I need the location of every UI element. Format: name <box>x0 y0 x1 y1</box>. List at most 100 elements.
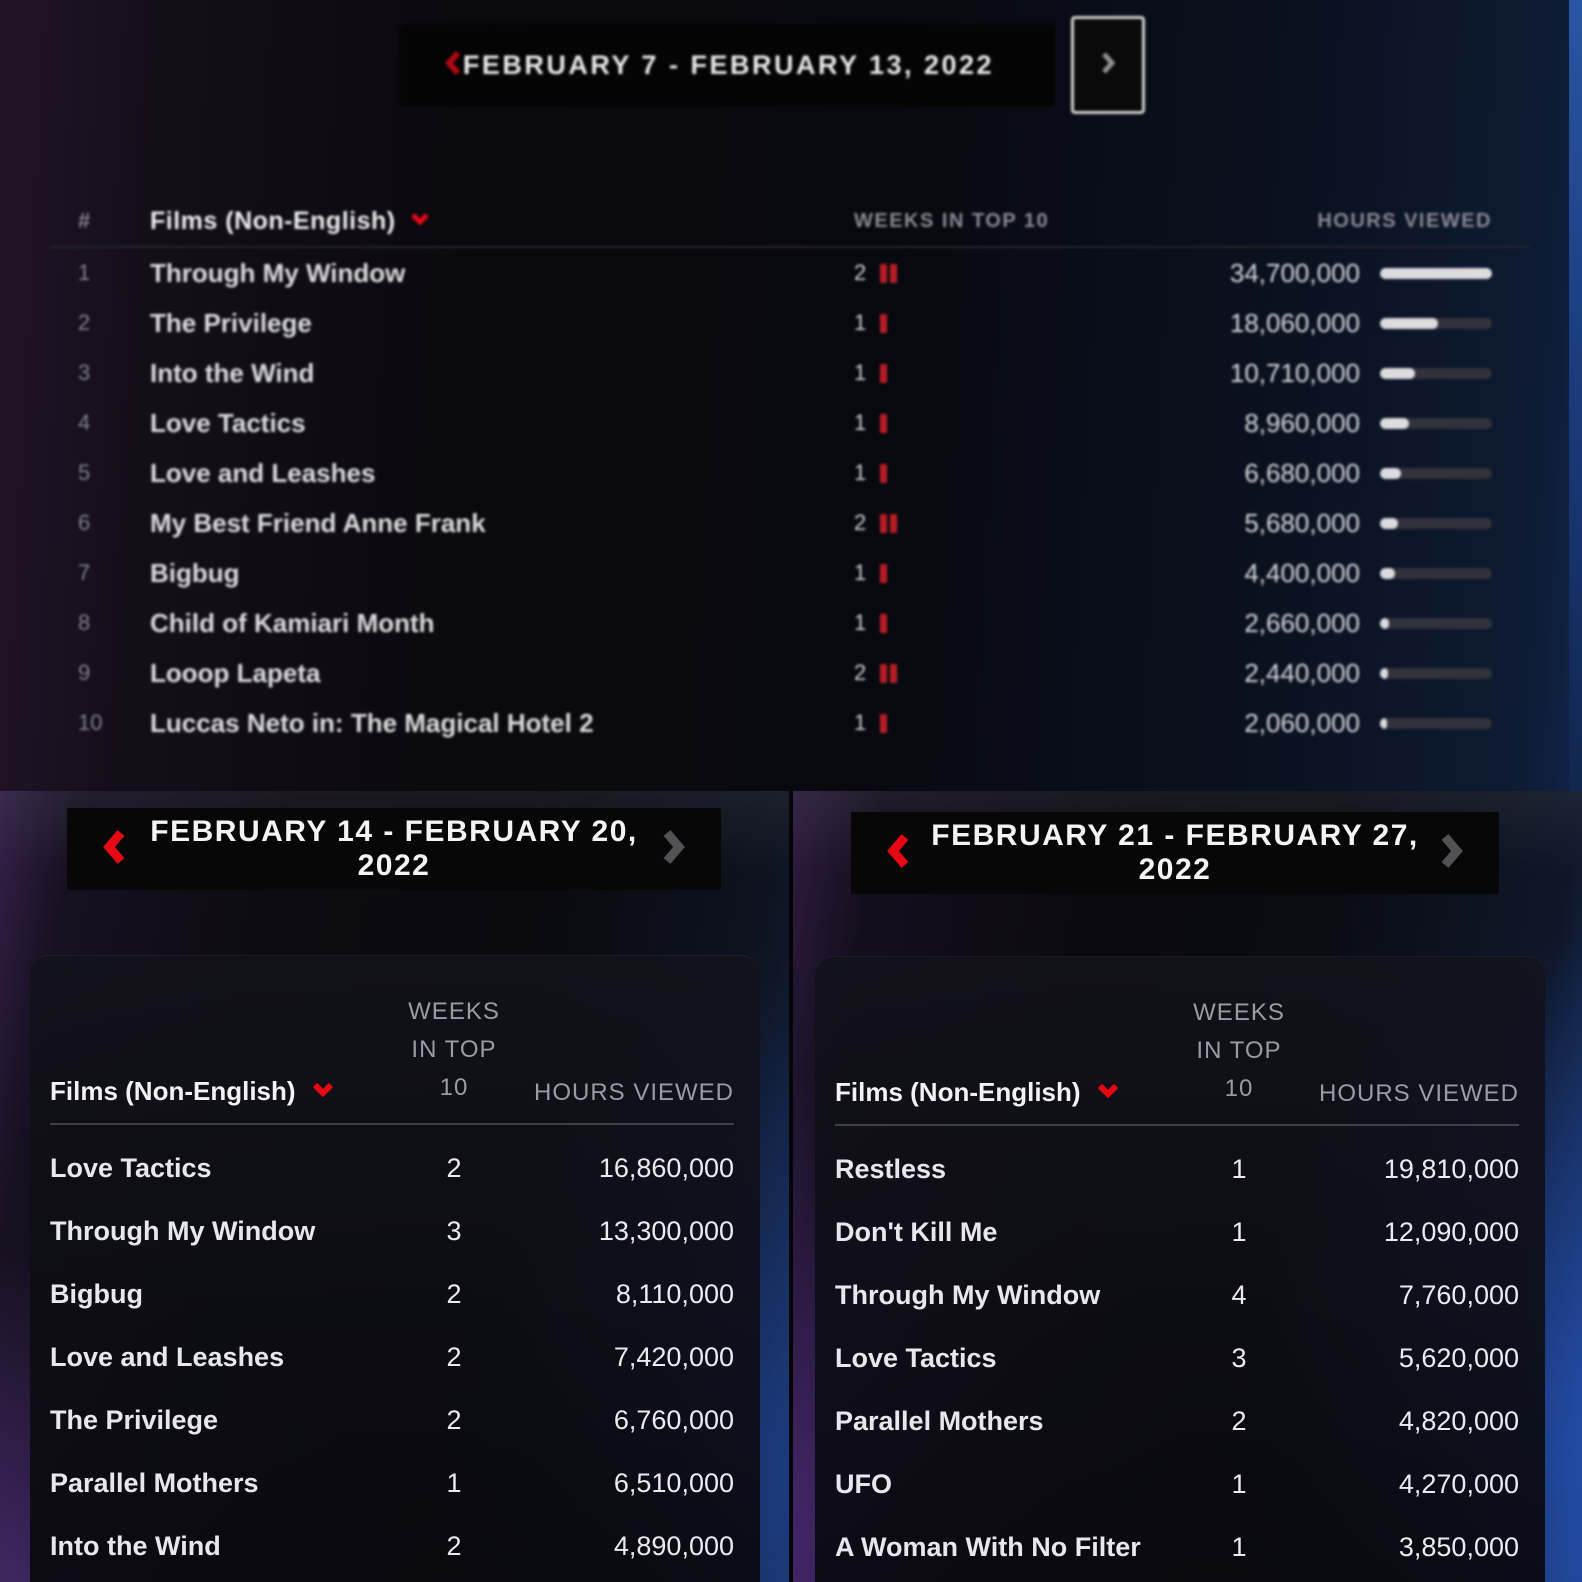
table-row: 10 Luccas Neto in: The Magical Hotel 2 1 2,… <box>50 698 1530 748</box>
table-row: The Privilege 2 6,760,000 <box>50 1389 734 1452</box>
rank-cell: 8 <box>78 610 91 635</box>
hours-cell: 16,860,000 <box>598 1153 734 1183</box>
rank-cell: 5 <box>78 460 91 485</box>
hours-bar-fill <box>1380 367 1415 379</box>
week-bar <box>880 263 888 283</box>
hours-cell: 2,660,000 <box>1078 608 1530 639</box>
weeks-cell: 3 <box>446 1216 462 1246</box>
hours-bar-fill <box>1380 517 1398 529</box>
next-week-button[interactable] <box>1071 16 1145 114</box>
hours-value: 6,680,000 <box>1244 457 1360 488</box>
weeks-value: 1 <box>854 710 867 735</box>
weeks-cell: 1 <box>838 360 1078 386</box>
hours-cell: 2,440,000 <box>1078 658 1530 689</box>
chevron-down-icon <box>312 1082 334 1102</box>
hours-header[interactable]: HOURS VIEWED <box>1317 209 1492 232</box>
weeks-bars-icon <box>880 413 888 433</box>
hours-value: 2,060,000 <box>1244 707 1360 738</box>
hours-bar-fill <box>1380 717 1387 729</box>
hours-cell: 7,420,000 <box>613 1342 734 1372</box>
film-title-cell: Through My Window <box>835 1280 1101 1310</box>
top10-card: Films (Non-English) WEEKS IN TOP 10 HOUR… <box>30 955 760 1582</box>
weeks-cell: 1 <box>838 560 1078 586</box>
film-title-cell: Through My Window <box>150 257 406 288</box>
table-row: UFO 1 4,270,000 <box>835 1453 1519 1516</box>
table-row: 1 Through My Window 2 34,700,000 <box>50 248 1530 298</box>
screen-edge-glow <box>1569 0 1582 791</box>
prev-week-button[interactable] <box>101 829 127 870</box>
hours-cell: 6,680,000 <box>1078 458 1530 489</box>
top-week-panel: FEBRUARY 7 - FEBRUARY 13, 2022 # Films (… <box>0 0 1582 791</box>
weeks-header[interactable]: WEEKS IN TOP 10 <box>408 998 500 1101</box>
hours-cell: 8,960,000 <box>1078 408 1530 439</box>
weeks-value: 2 <box>854 510 867 535</box>
hours-bar-track <box>1380 717 1492 729</box>
table-row: Don't Kill Me 1 12,090,000 <box>835 1201 1519 1264</box>
weeks-value: 1 <box>854 360 867 385</box>
hours-value: 2,660,000 <box>1244 607 1360 638</box>
weeks-cell: 1 <box>446 1468 462 1498</box>
table-row: Restless 1 19,810,000 <box>835 1138 1519 1201</box>
chevron-right-icon <box>1439 833 1465 874</box>
weeks-cell: 1 <box>838 310 1078 336</box>
weeks-cell: 1 <box>1231 1217 1247 1247</box>
hours-cell: 12,090,000 <box>1383 1217 1519 1247</box>
week2-panel: FEBRUARY 14 - FEBRUARY 20, 2022 Films (N… <box>0 791 789 1582</box>
weeks-header[interactable]: WEEKS IN TOP 10 <box>1193 999 1285 1102</box>
table-row: 7 Bigbug 1 4,400,000 <box>50 548 1530 598</box>
films-sort-header[interactable]: Films (Non-English) <box>50 1076 399 1107</box>
film-title-cell: The Privilege <box>150 307 312 338</box>
weeks-value: 1 <box>854 610 867 635</box>
hours-bar-track <box>1380 417 1492 429</box>
next-week-button[interactable] <box>661 829 687 870</box>
weeks-header[interactable]: WEEKS IN TOP 10 <box>854 209 1050 232</box>
week-bar <box>880 463 888 483</box>
date-nav: FEBRUARY 7 - FEBRUARY 13, 2022 <box>400 24 1055 106</box>
chevron-right-icon <box>661 829 687 870</box>
film-title-cell: Restless <box>835 1154 947 1184</box>
film-title-cell: Parallel Mothers <box>835 1406 1044 1436</box>
hours-cell: 18,060,000 <box>1078 308 1530 339</box>
hours-cell: 4,400,000 <box>1078 558 1530 589</box>
weeks-value: 1 <box>854 310 867 335</box>
hours-bar-fill <box>1380 267 1492 279</box>
table-row: 2 The Privilege 1 18,060,000 <box>50 298 1530 348</box>
hours-cell: 19,810,000 <box>1383 1154 1519 1184</box>
table-row: 5 Love and Leashes 1 6,680,000 <box>50 448 1530 498</box>
film-title-cell: Bigbug <box>150 557 240 588</box>
film-title-cell: Through My Window <box>50 1216 316 1246</box>
film-title-cell: My Best Friend Anne Frank <box>150 507 486 538</box>
hours-value: 2,440,000 <box>1244 657 1360 688</box>
week-bar <box>890 263 898 283</box>
weeks-cell: 1 <box>838 710 1078 736</box>
hours-bar-track <box>1380 567 1492 579</box>
table-row: Parallel Mothers 2 4,820,000 <box>835 1390 1519 1453</box>
hours-header[interactable]: HOURS VIEWED <box>1318 1080 1519 1107</box>
hours-value: 5,680,000 <box>1244 507 1360 538</box>
film-title-cell: Child of Kamiari Month <box>150 607 435 638</box>
rank-cell: 7 <box>78 560 91 585</box>
table-header-row: Films (Non-English) WEEKS IN TOP 10 HOUR… <box>50 955 734 1125</box>
table-row: 3 Into the Wind 1 10,710,000 <box>50 348 1530 398</box>
films-sort-header[interactable]: Films (Non-English) <box>150 207 838 236</box>
prev-week-button[interactable] <box>444 50 462 81</box>
next-week-button[interactable] <box>1439 833 1465 874</box>
hours-header[interactable]: HOURS VIEWED <box>533 1079 734 1106</box>
week-bar <box>880 413 888 433</box>
films-sort-header[interactable]: Films (Non-English) <box>835 1077 1184 1108</box>
film-title-cell: UFO <box>835 1469 892 1499</box>
weeks-cell: 1 <box>838 460 1078 486</box>
table-row: 8 Child of Kamiari Month 1 2,660,000 <box>50 598 1530 648</box>
film-title-cell: Luccas Neto in: The Magical Hotel 2 <box>150 707 594 738</box>
prev-week-button[interactable] <box>885 833 911 874</box>
rank-cell: 9 <box>78 660 91 685</box>
rank-cell: 2 <box>78 310 91 335</box>
hours-bar-track <box>1380 367 1492 379</box>
week-bar <box>880 613 888 633</box>
table-row: Love Tactics 3 5,620,000 <box>835 1327 1519 1390</box>
chevron-left-icon <box>444 50 462 81</box>
hours-cell: 7,760,000 <box>1398 1280 1519 1310</box>
week-bar <box>880 563 888 583</box>
hours-cell: 6,760,000 <box>613 1405 734 1435</box>
weeks-cell: 2 <box>446 1531 462 1561</box>
